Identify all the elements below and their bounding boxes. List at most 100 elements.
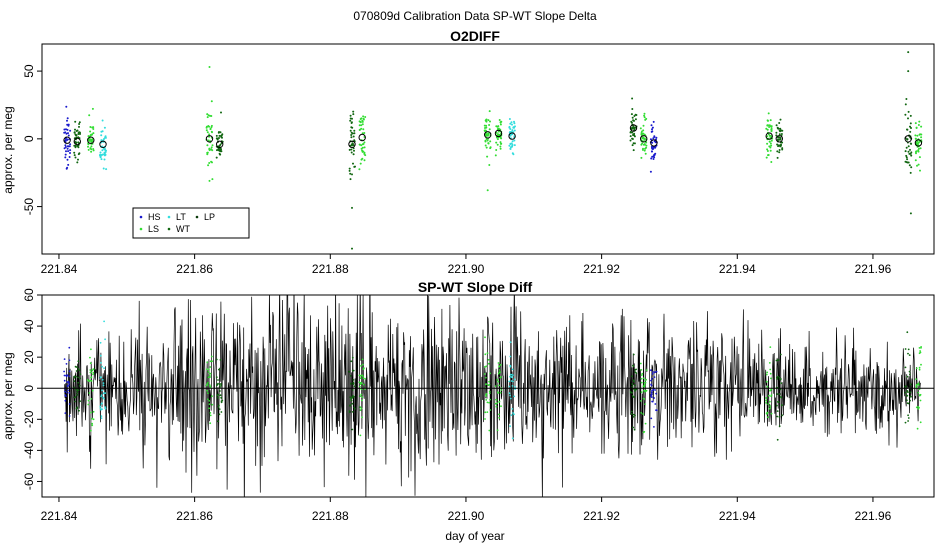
legend-entry-wt: WT	[167, 224, 190, 234]
slope-diff-point	[510, 414, 513, 416]
slope-diff-point	[495, 405, 498, 408]
o2diff-point	[105, 168, 108, 171]
slope-diff-point	[89, 369, 92, 371]
slope-diff-y-label: approx. per meg	[1, 352, 15, 439]
o2diff-point	[769, 125, 772, 128]
o2diff-point	[644, 152, 647, 155]
o2diff-point	[361, 157, 364, 160]
slope-diff-point	[497, 372, 500, 375]
slope-diff-point	[209, 422, 212, 425]
slope-diff-point	[631, 391, 633, 394]
o2diff-point	[63, 128, 66, 131]
slope-diff-point	[103, 367, 105, 370]
slope-diff-point	[776, 415, 779, 418]
o2diff-point	[511, 129, 514, 132]
o2diff-point	[629, 135, 632, 138]
o2diff-point	[780, 143, 782, 146]
slope-diff-point	[88, 392, 91, 394]
slope-diff-point	[778, 377, 781, 379]
slope-diff-point	[765, 373, 768, 376]
o2diff-point	[67, 134, 70, 137]
o2diff-point	[219, 143, 222, 146]
slope-diff-point	[217, 379, 219, 381]
o2diff-y-ticks: -50 0 50	[22, 64, 42, 215]
o2diff-point	[358, 143, 361, 146]
o2diff-point	[497, 125, 500, 128]
slope-diff-point	[349, 375, 352, 377]
o2diff-point	[766, 142, 769, 145]
slope-diff-point	[643, 384, 646, 386]
o2diff-point	[508, 118, 511, 120]
slope-diff-point	[634, 369, 637, 371]
slope-diff-point	[352, 379, 355, 381]
slope-diff-point	[918, 394, 921, 397]
slope-diff-point	[651, 400, 653, 403]
o2diff-point	[485, 120, 488, 123]
slope-diff-point	[778, 425, 781, 427]
o2diff-point	[352, 153, 355, 156]
o2diff-point	[363, 141, 366, 144]
o2diff-point	[510, 130, 513, 133]
slope-diff-point	[220, 401, 223, 404]
o2diff-point	[349, 114, 352, 117]
o2diff-mean-marker	[216, 140, 224, 149]
o2diff-point	[64, 139, 67, 142]
slope-diff-point	[63, 370, 65, 373]
slope-diff-point	[498, 365, 500, 368]
slope-diff-point	[632, 365, 635, 368]
o2diff-point	[485, 118, 488, 121]
slope-diff-point	[510, 373, 513, 376]
page-title: 070809d Calibration Data SP-WT Slope Del…	[353, 9, 597, 23]
slope-diff-point	[908, 370, 911, 373]
o2diff-point	[907, 150, 910, 153]
slope-diff-point	[630, 412, 633, 415]
slope-diff-point	[215, 376, 218, 379]
o2diff-point	[511, 152, 514, 155]
slope-diff-point	[352, 389, 354, 391]
o2diff-point	[904, 103, 907, 106]
o2diff-point	[348, 169, 351, 172]
slope-diff-point	[634, 414, 636, 417]
slope-diff-point	[101, 378, 104, 381]
o2diff-point	[778, 149, 781, 151]
o2diff-point	[642, 124, 645, 127]
slope-diff-point	[651, 373, 654, 375]
slope-diff-point	[769, 407, 771, 410]
slope-diff-point	[360, 382, 363, 385]
o2diff-point	[640, 156, 643, 159]
o2diff-point	[209, 127, 212, 130]
o2diff-point	[219, 131, 222, 134]
slope-diff-point	[905, 394, 908, 397]
slope-diff-point	[650, 391, 653, 394]
slope-diff-point	[907, 352, 909, 355]
slope-diff-point	[765, 397, 768, 400]
slope-diff-point	[509, 397, 512, 400]
o2diff-point	[630, 120, 633, 123]
o2diff-point	[352, 110, 355, 113]
o2diff-point	[643, 114, 646, 117]
o2diff-point	[67, 150, 70, 153]
o2diff-point	[361, 123, 364, 126]
slope-diff-point	[495, 398, 498, 401]
slope-diff-point	[348, 411, 351, 413]
o2diff-point	[104, 151, 107, 153]
o2diff-point	[358, 124, 361, 127]
slope-diff-point	[484, 366, 486, 368]
o2diff-point	[631, 127, 634, 130]
o2diff-point	[210, 146, 213, 149]
o2diff-point	[652, 120, 655, 123]
o2diff-point	[64, 146, 67, 148]
o2diff-point	[905, 146, 908, 149]
slope-diff-point	[353, 406, 356, 409]
o2diff-point	[207, 164, 210, 167]
slope-diff-point	[640, 377, 643, 380]
slope-diff-point	[775, 404, 778, 407]
o2diff-point	[90, 133, 92, 136]
o2diff-point	[67, 163, 70, 166]
o2diff-point	[361, 119, 364, 122]
o2diff-point	[78, 123, 81, 125]
slope-diff-point	[78, 384, 81, 387]
o2diff-point	[914, 151, 917, 153]
o2diff-point	[101, 149, 104, 152]
slope-diff-point	[92, 368, 95, 371]
